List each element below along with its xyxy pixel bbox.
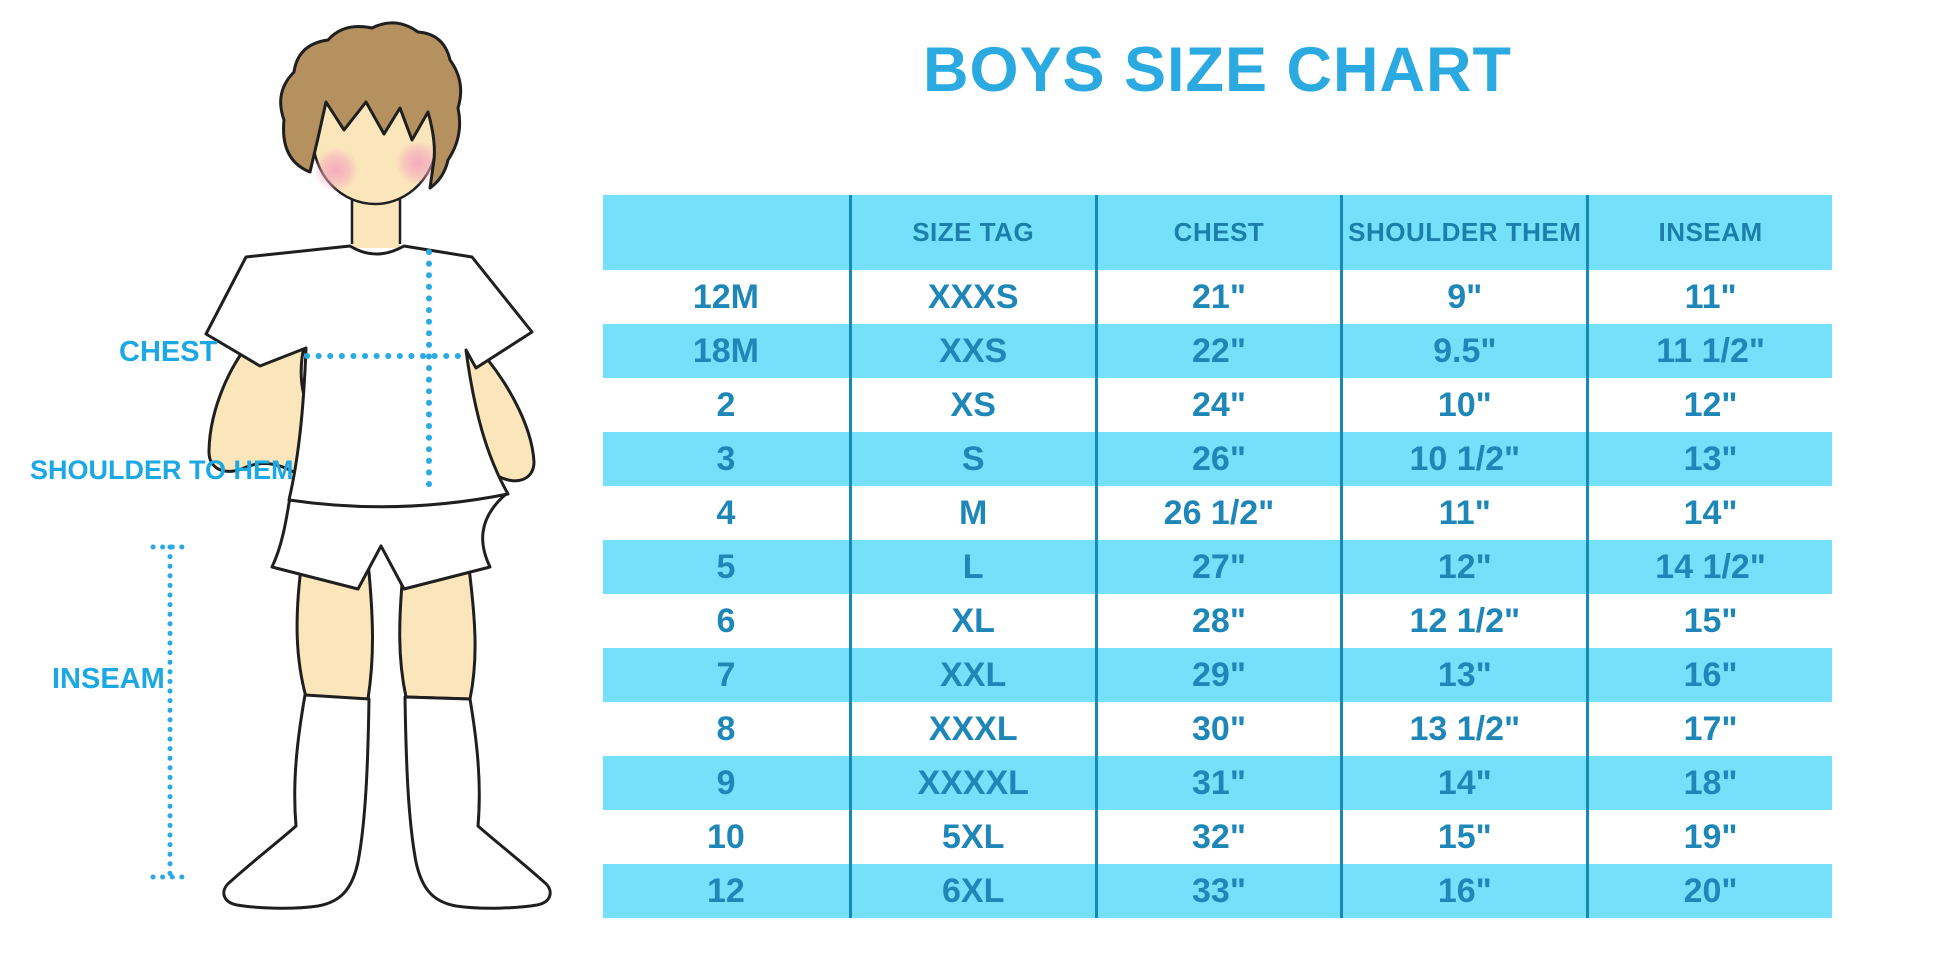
shoulder-cell: 13" (1340, 648, 1586, 702)
chest-label: CHEST (119, 336, 218, 368)
table-header-row: SIZE TAG CHEST SHOULDER THEM INSEAM (603, 195, 1832, 270)
shoulder-cell: 11" (1340, 486, 1586, 540)
shoulder-cell: 10" (1340, 378, 1586, 432)
table-row: 12 6XL 33" 16" 20" (603, 864, 1832, 918)
chest-cell: 26 1/2" (1094, 486, 1341, 540)
boy-measurement-figure (150, 21, 552, 910)
chest-cell: 32" (1094, 810, 1341, 864)
chest-cell: 29" (1094, 648, 1341, 702)
age-cell: 6 (716, 601, 736, 640)
size-tag-cell: XS (848, 378, 1095, 432)
left-cheek (314, 148, 358, 192)
size-tag-cell: S (848, 432, 1095, 486)
inseam-cell: 18" (1586, 756, 1832, 810)
age-cell: 5 (716, 547, 736, 586)
hair (279, 21, 463, 190)
chest-cell: 31" (1094, 756, 1341, 810)
shorts (270, 492, 508, 591)
inseam-cell: 11" (1586, 270, 1832, 324)
size-tag-cell: XXXS (848, 270, 1095, 324)
inseam-cell: 15" (1586, 594, 1832, 648)
shoulder-to-hem-label: SHOULDER TO HEM (30, 455, 294, 485)
size-tag-cell: XXXL (848, 702, 1095, 756)
inseam-cell: 17" (1586, 702, 1832, 756)
size-tag-cell: XL (848, 594, 1095, 648)
chest-cell: 24" (1094, 378, 1341, 432)
shoulder-cell: 10 1/2" (1340, 432, 1586, 486)
chest-cell: 30" (1094, 702, 1341, 756)
inseam-cell: 16" (1586, 648, 1832, 702)
inseam-cell: 19" (1586, 810, 1832, 864)
shoulder-cell: 15" (1340, 810, 1586, 864)
size-tag-cell: 6XL (848, 864, 1095, 918)
age-cell: 4 (716, 493, 736, 532)
table-row: 18M XXS 22" 9.5" 11 1/2" (603, 324, 1832, 378)
right-sock (403, 695, 552, 910)
age-cell: 9 (716, 763, 736, 802)
age-cell: 8 (716, 709, 736, 748)
header-shoulder-them: SHOULDER THEM (1340, 195, 1586, 270)
table-row: 2 XS 24" 10" 12" (603, 378, 1832, 432)
right-cheek (396, 141, 440, 185)
header-size-tag: SIZE TAG (848, 195, 1095, 270)
shoulder-cell: 12 1/2" (1340, 594, 1586, 648)
inseam-cell: 14 1/2" (1586, 540, 1832, 594)
left-sock (222, 693, 371, 910)
table-row: 10 5XL 32" 15" 19" (603, 810, 1832, 864)
inseam-dotted-line (150, 544, 194, 880)
inseam-cell: 13" (1586, 432, 1832, 486)
age-cell: 2 (716, 385, 736, 424)
size-tag-cell: 5XL (848, 810, 1095, 864)
chest-cell: 21" (1094, 270, 1341, 324)
table-row: 4 M 26 1/2" 11" 14" (603, 486, 1832, 540)
t-shirt (204, 244, 534, 509)
chest-cell: 22" (1094, 324, 1341, 378)
chest-cell: 27" (1094, 540, 1341, 594)
age-cell: 12M (692, 277, 759, 316)
shoulder-cell: 9" (1340, 270, 1586, 324)
size-table: SIZE TAG CHEST SHOULDER THEM INSEAM 12M … (603, 195, 1832, 918)
inseam-cell: 14" (1586, 486, 1832, 540)
age-cell: 3 (716, 439, 736, 478)
header-inseam: INSEAM (1586, 195, 1832, 270)
table-row: 3 S 26" 10 1/2" 13" (603, 432, 1832, 486)
chest-cell: 33" (1094, 864, 1341, 918)
size-tag-cell: M (848, 486, 1095, 540)
shoulder-cell: 16" (1340, 864, 1586, 918)
inseam-cell: 11 1/2" (1586, 324, 1832, 378)
size-tag-cell: XXXXL (848, 756, 1095, 810)
age-cell: 18M (692, 331, 759, 370)
page-title: BOYS SIZE CHART (922, 35, 1513, 105)
size-tag-cell: XXL (848, 648, 1095, 702)
size-tag-cell: XXS (848, 324, 1095, 378)
header-chest: CHEST (1094, 195, 1341, 270)
table-row: 9 XXXXL 31" 14" 18" (603, 756, 1832, 810)
age-cell: 10 (706, 817, 745, 856)
table-row: 8 XXXL 30" 13 1/2" 17" (603, 702, 1832, 756)
inseam-label: INSEAM (52, 663, 165, 695)
shoulder-cell: 12" (1340, 540, 1586, 594)
age-cell: 12 (706, 871, 745, 910)
chest-cell: 28" (1094, 594, 1341, 648)
table-row: 6 XL 28" 12 1/2" 15" (603, 594, 1832, 648)
table-row: 5 L 27" 12" 14 1/2" (603, 540, 1832, 594)
inseam-cell: 20" (1586, 864, 1832, 918)
header-age (603, 195, 849, 270)
chest-cell: 26" (1094, 432, 1341, 486)
neck-outline (350, 198, 402, 244)
age-cell: 7 (716, 655, 736, 694)
shoulder-cell: 14" (1340, 756, 1586, 810)
table-row: 12M XXXS 21" 9" 11" (603, 270, 1832, 324)
shoulder-cell: 9.5" (1340, 324, 1586, 378)
shoulder-cell: 13 1/2" (1340, 702, 1586, 756)
inseam-cell: 12" (1586, 378, 1832, 432)
table-row: 7 XXL 29" 13" 16" (603, 648, 1832, 702)
size-tag-cell: L (848, 540, 1095, 594)
